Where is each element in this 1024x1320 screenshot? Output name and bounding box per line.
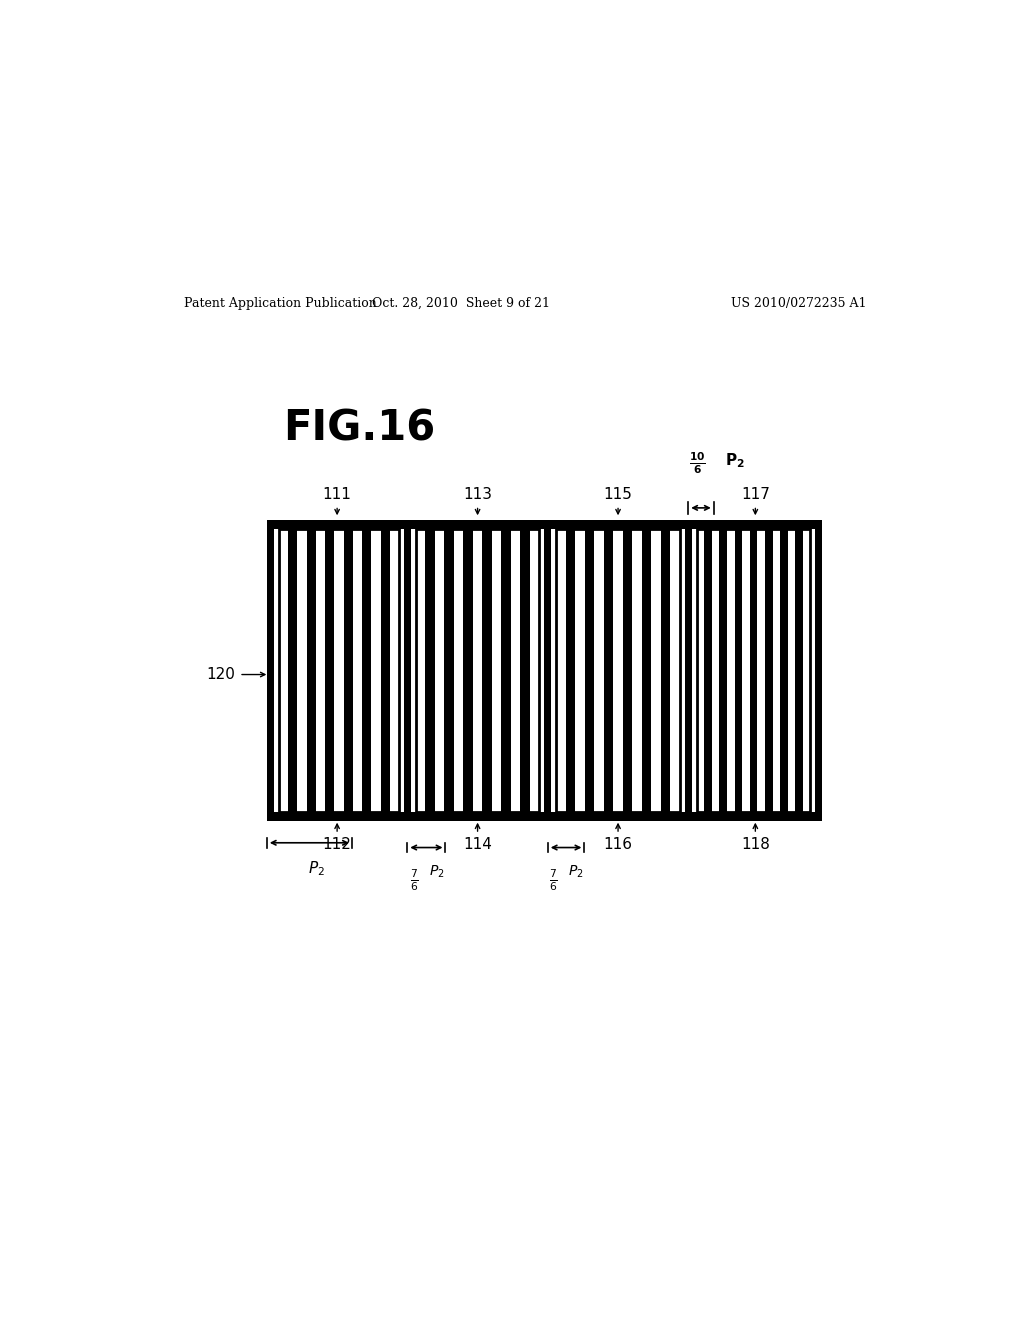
Bar: [279, 529, 399, 812]
Text: 118: 118: [741, 837, 770, 853]
Bar: [425, 529, 435, 812]
Text: Oct. 28, 2010  Sheet 9 of 21: Oct. 28, 2010 Sheet 9 of 21: [373, 297, 550, 310]
Bar: [267, 520, 274, 821]
Text: $P_2$: $P_2$: [567, 863, 584, 880]
Bar: [362, 529, 372, 812]
Bar: [343, 529, 353, 812]
Bar: [780, 529, 787, 812]
Bar: [416, 529, 540, 812]
Text: 116: 116: [603, 837, 633, 853]
Bar: [765, 529, 772, 812]
Bar: [416, 529, 540, 812]
Bar: [750, 529, 758, 812]
Text: $\frac{7}{6}$: $\frac{7}{6}$: [549, 867, 558, 892]
Bar: [267, 520, 822, 529]
Bar: [381, 529, 390, 812]
Text: $P_2$: $P_2$: [429, 863, 444, 880]
Bar: [696, 529, 811, 812]
Text: US 2010/0272235 A1: US 2010/0272235 A1: [730, 297, 866, 310]
Text: $\mathbf{P_2}$: $\mathbf{P_2}$: [725, 451, 744, 470]
Bar: [642, 529, 651, 812]
Bar: [685, 520, 692, 821]
Bar: [696, 529, 811, 812]
Text: 117: 117: [741, 487, 770, 503]
Text: Patent Application Publication: Patent Application Publication: [183, 297, 376, 310]
Bar: [660, 529, 671, 812]
Bar: [463, 529, 473, 812]
Bar: [444, 529, 454, 812]
Text: 115: 115: [603, 487, 633, 503]
Bar: [267, 520, 822, 821]
Bar: [796, 529, 803, 812]
Bar: [734, 529, 742, 812]
Bar: [556, 529, 680, 812]
Bar: [325, 529, 334, 812]
Text: $\mathbf{\frac{10}{6}}$: $\mathbf{\frac{10}{6}}$: [689, 450, 706, 477]
Bar: [720, 529, 727, 812]
Bar: [585, 529, 594, 812]
Bar: [403, 520, 411, 821]
Text: 113: 113: [463, 487, 493, 503]
Bar: [288, 529, 297, 812]
Text: $\frac{7}{6}$: $\frac{7}{6}$: [411, 867, 419, 892]
Bar: [556, 529, 680, 812]
Text: $P_2$: $P_2$: [307, 859, 325, 878]
Bar: [482, 529, 492, 812]
Bar: [520, 529, 530, 812]
Bar: [565, 529, 575, 812]
Bar: [267, 812, 822, 821]
Text: FIG.16: FIG.16: [283, 408, 435, 450]
Bar: [306, 529, 315, 812]
Bar: [623, 529, 633, 812]
Bar: [604, 529, 613, 812]
Text: 114: 114: [463, 837, 492, 853]
Bar: [544, 520, 551, 821]
Text: 111: 111: [323, 487, 351, 503]
Bar: [705, 529, 712, 812]
Bar: [279, 529, 399, 812]
Bar: [502, 529, 511, 812]
Text: 112: 112: [323, 837, 351, 853]
Bar: [815, 520, 822, 821]
Text: 120: 120: [206, 667, 236, 682]
